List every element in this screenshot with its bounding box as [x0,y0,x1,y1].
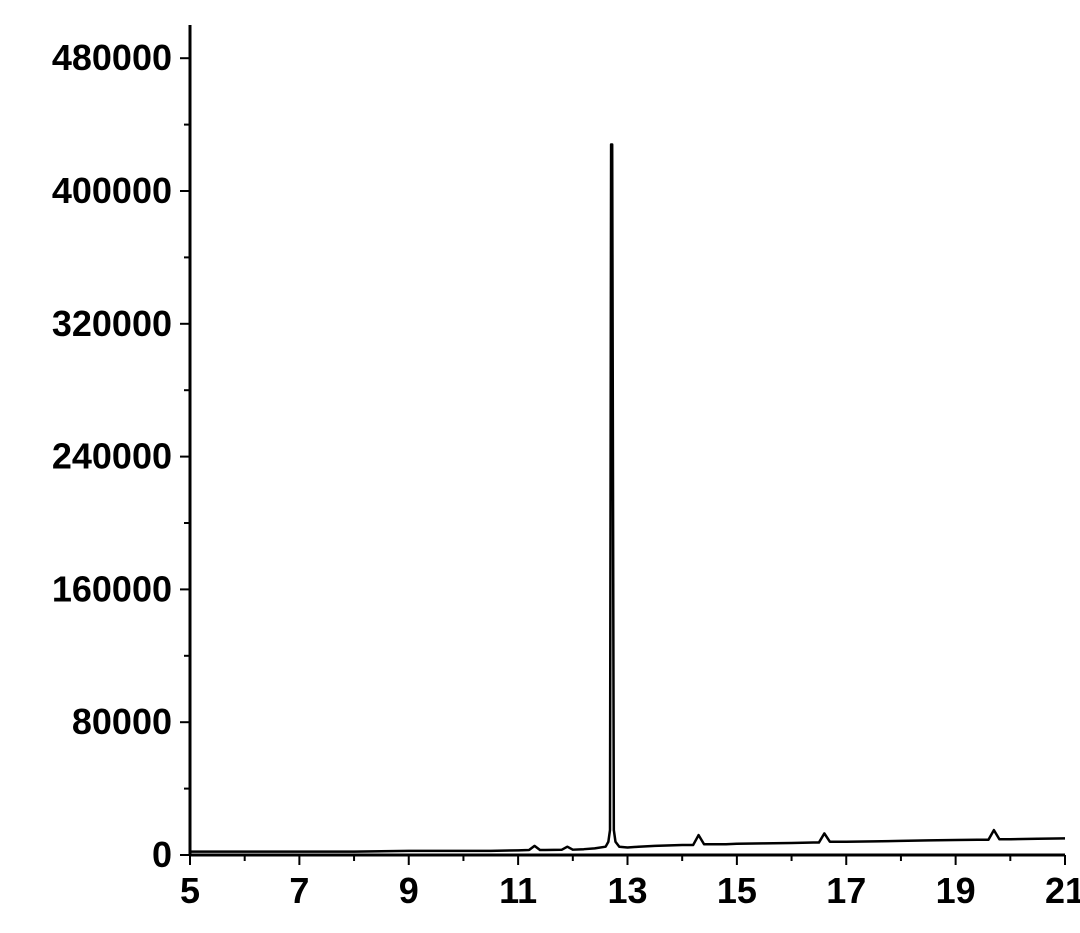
y-tick-label: 320000 [52,303,172,344]
x-tick-label: 21 [1045,870,1080,911]
x-tick-label: 9 [399,870,419,911]
y-tick-label: 480000 [52,37,172,78]
x-tick-label: 13 [607,870,647,911]
x-tick-label: 11 [499,870,537,911]
y-tick-label: 80000 [72,701,172,742]
y-tick-label: 240000 [52,436,172,477]
chart-svg: 0 80000 160000 240000 320000 400000 480000 5 7 9 1… [0,0,1080,928]
chromatogram-chart: 0 80000 160000 240000 320000 400000 480000 5 7 9 1… [0,0,1080,928]
x-tick-label: 5 [180,870,200,911]
y-tick-label: 0 [152,834,172,875]
y-tick-label: 400000 [52,170,172,211]
x-tick-label: 7 [289,870,309,911]
x-tick-label: 15 [717,870,757,911]
x-tick-label: 19 [936,870,976,911]
y-tick-label: 160000 [52,568,172,609]
x-tick-label: 17 [826,870,866,911]
